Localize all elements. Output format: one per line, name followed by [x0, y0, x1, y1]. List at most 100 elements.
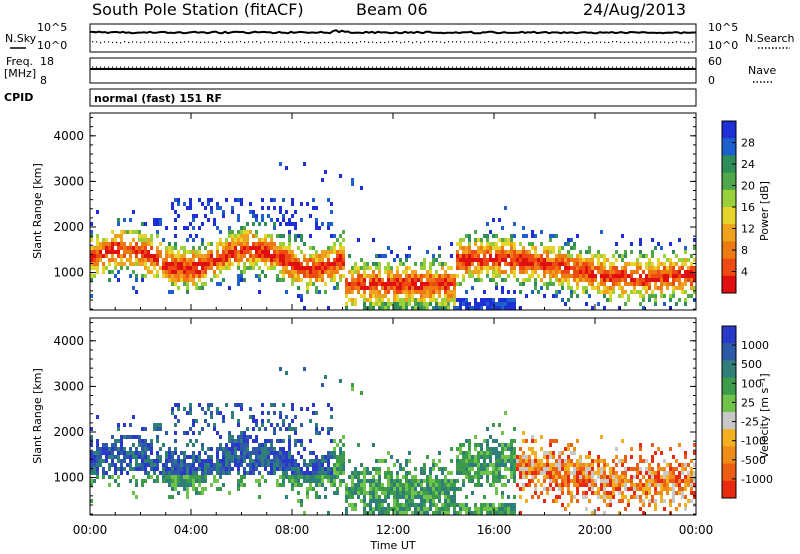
- power-cell: [282, 246, 285, 250]
- velocity-cell: [129, 451, 132, 455]
- power-cell: [468, 306, 471, 310]
- power-cell: [474, 298, 477, 302]
- power-cell: [312, 246, 315, 250]
- velocity-cell: [432, 491, 435, 495]
- velocity-cell: [411, 483, 414, 487]
- power-cell: [477, 254, 480, 258]
- velocity-cell: [375, 459, 378, 463]
- power-cell: [108, 270, 111, 274]
- velocity-cell: [498, 479, 501, 483]
- velocity-cell: [195, 467, 198, 471]
- velocity-cell: [480, 475, 483, 479]
- power-cell: [393, 278, 396, 282]
- power-cell: [354, 302, 357, 306]
- velocity-cell: [531, 439, 534, 443]
- power-cell: [201, 270, 204, 274]
- velocity-cell: [186, 471, 189, 475]
- power-cell: [624, 282, 627, 286]
- power-cell: [363, 282, 366, 286]
- velocity-cell: [279, 439, 282, 443]
- power-cell: [624, 302, 627, 306]
- colorbar-swatch: [722, 446, 736, 465]
- velocity-cell: [201, 471, 204, 475]
- noise-search-dot: [672, 41, 674, 44]
- power-cell: [531, 274, 534, 278]
- velocity-cell: [657, 483, 660, 487]
- power-cell: [504, 250, 507, 254]
- velocity-cell: [522, 487, 525, 491]
- power-cell: [336, 286, 339, 290]
- power-cell: [534, 266, 537, 270]
- power-cell: [435, 302, 438, 306]
- power-cell: [399, 274, 402, 278]
- velocity-cell: [141, 479, 144, 483]
- power-cell: [387, 290, 390, 294]
- power-cell: [576, 278, 579, 282]
- velocity-cell: [261, 459, 264, 463]
- power-cell: [465, 246, 468, 250]
- power-cell: [354, 278, 357, 282]
- power-cell: [675, 278, 678, 282]
- power-cell: [192, 278, 195, 282]
- velocity-cell: [201, 475, 204, 479]
- power-cell: [654, 246, 657, 250]
- noise-search-dot: [276, 41, 278, 43]
- velocity-cell: [522, 463, 525, 467]
- power-cell: [162, 238, 165, 242]
- power-cell: [558, 270, 561, 274]
- velocity-cell: [498, 423, 501, 427]
- power-cell: [492, 298, 495, 302]
- power-cell: [255, 230, 258, 234]
- power-cell: [189, 266, 192, 270]
- velocity-cell: [510, 439, 513, 443]
- nave-dot: [516, 66, 518, 68]
- nave-dot: [488, 66, 490, 68]
- velocity-cell: [282, 419, 285, 423]
- velocity-cell: [198, 403, 201, 407]
- velocity-cell: [309, 475, 312, 479]
- velocity-cell: [480, 503, 483, 507]
- power-cell: [90, 274, 93, 278]
- power-cell: [144, 258, 147, 262]
- x-tick-label: 00:00: [679, 523, 714, 537]
- power-cell: [363, 266, 366, 270]
- power-cell: [387, 282, 390, 286]
- velocity-cell: [582, 467, 585, 471]
- velocity-cell: [174, 415, 177, 419]
- velocity-cell: [204, 487, 207, 491]
- velocity-cell: [117, 451, 120, 455]
- velocity-cell: [360, 487, 363, 491]
- nave-dot: [396, 66, 398, 68]
- power-cell: [444, 278, 447, 282]
- power-cell: [543, 246, 546, 250]
- velocity-cell: [186, 487, 189, 491]
- velocity-cell: [306, 467, 309, 471]
- velocity-cell: [93, 463, 96, 467]
- power-cell: [315, 266, 318, 270]
- power-cell: [543, 294, 546, 298]
- power-cell: [141, 254, 144, 258]
- velocity-cell: [447, 495, 450, 499]
- velocity-cell: [423, 467, 426, 471]
- colorbar-tick-label: 100: [741, 377, 762, 390]
- velocity-cell: [105, 443, 108, 447]
- velocity-cell: [192, 443, 195, 447]
- power-cell: [510, 234, 513, 238]
- velocity-cell: [192, 451, 195, 455]
- velocity-cell: [132, 475, 135, 479]
- power-cell: [408, 278, 411, 282]
- power-cell: [327, 222, 330, 226]
- colorbar-swatch: [722, 480, 736, 499]
- power-cell: [210, 262, 213, 266]
- power-cell: [666, 270, 669, 274]
- velocity-cell: [327, 403, 330, 407]
- power-cell: [174, 282, 177, 286]
- power-cell: [261, 250, 264, 254]
- noise-search-dot: [632, 41, 634, 43]
- power-cell: [276, 258, 279, 262]
- velocity-cell: [294, 443, 297, 447]
- velocity-cell: [543, 467, 546, 471]
- power-cell: [444, 282, 447, 286]
- velocity-cell: [294, 431, 297, 435]
- power-cell: [183, 270, 186, 274]
